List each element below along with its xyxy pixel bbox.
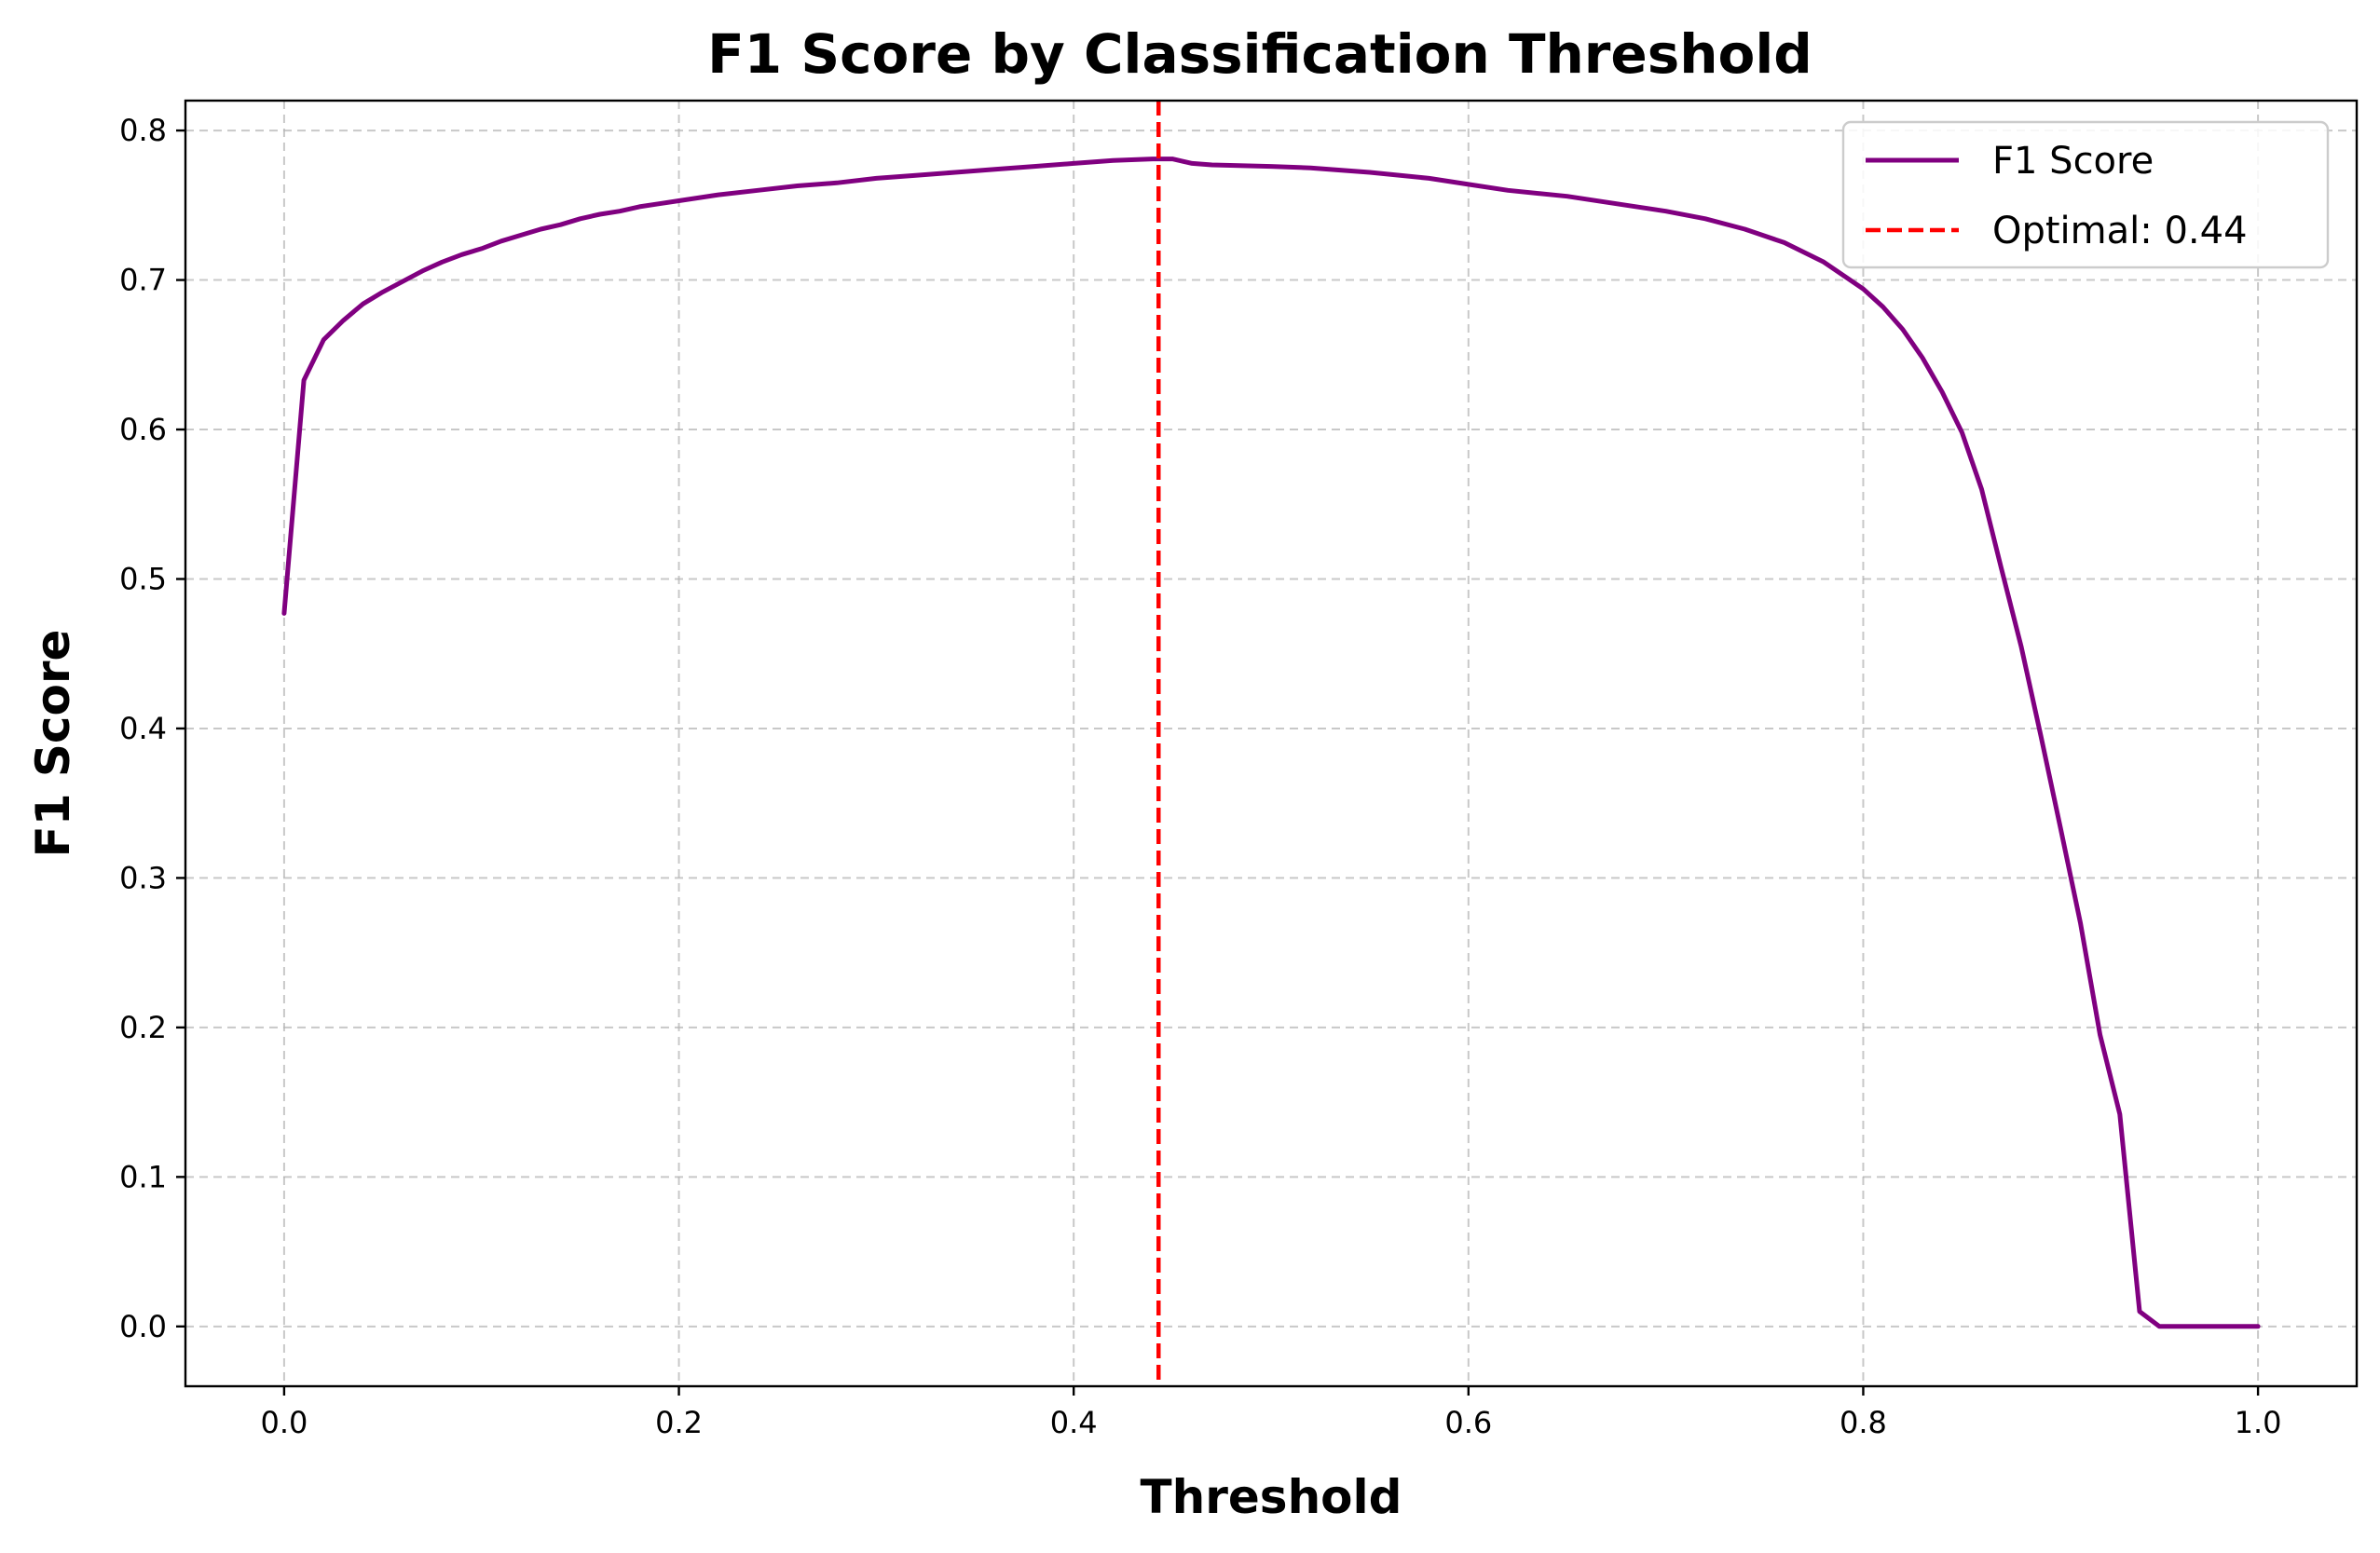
x-axis-label: Threshold — [1141, 1470, 1402, 1524]
plot-frame — [184, 99, 2359, 1388]
y-tick-label: 0.3 — [119, 860, 167, 895]
y-tick-label: 0.8 — [119, 113, 167, 148]
y-axis-label: F1 Score — [26, 630, 80, 858]
y-axis-ticks: 0.0 0.1 0.2 0.3 0.4 0.5 0.6 0.7 0.8 — [119, 113, 185, 1344]
x-tick-label: 0.8 — [1840, 1405, 1887, 1440]
legend: F1 Score Optimal: 0.44 — [1841, 120, 2330, 269]
legend-box — [1841, 120, 2330, 269]
x-tick-label: 0.4 — [1050, 1405, 1098, 1440]
x-tick-label: 0.0 — [260, 1405, 308, 1440]
legend-label-optimal: Optimal: 0.44 — [1992, 210, 2248, 252]
y-tick-label: 0.0 — [119, 1309, 167, 1344]
legend-label-f1-score: F1 Score — [1992, 140, 2154, 183]
y-tick-label: 0.4 — [119, 711, 167, 746]
series-line-f1-score — [281, 157, 2261, 1329]
x-tick-label: 1.0 — [2235, 1405, 2282, 1440]
chart-title: F1 Score by Classification Threshold — [707, 22, 1812, 86]
x-tick-label: 0.2 — [655, 1405, 703, 1440]
y-tick-label: 0.7 — [119, 263, 167, 298]
y-tick-label: 0.6 — [119, 412, 167, 447]
series-group — [281, 101, 2261, 1386]
y-tick-label: 0.2 — [119, 1010, 167, 1045]
x-tick-label: 0.6 — [1444, 1405, 1492, 1440]
y-tick-label: 0.1 — [119, 1159, 167, 1194]
y-tick-label: 0.5 — [119, 561, 167, 596]
x-axis-ticks: 0.0 0.2 0.4 0.6 0.8 1.0 — [260, 1386, 2282, 1440]
